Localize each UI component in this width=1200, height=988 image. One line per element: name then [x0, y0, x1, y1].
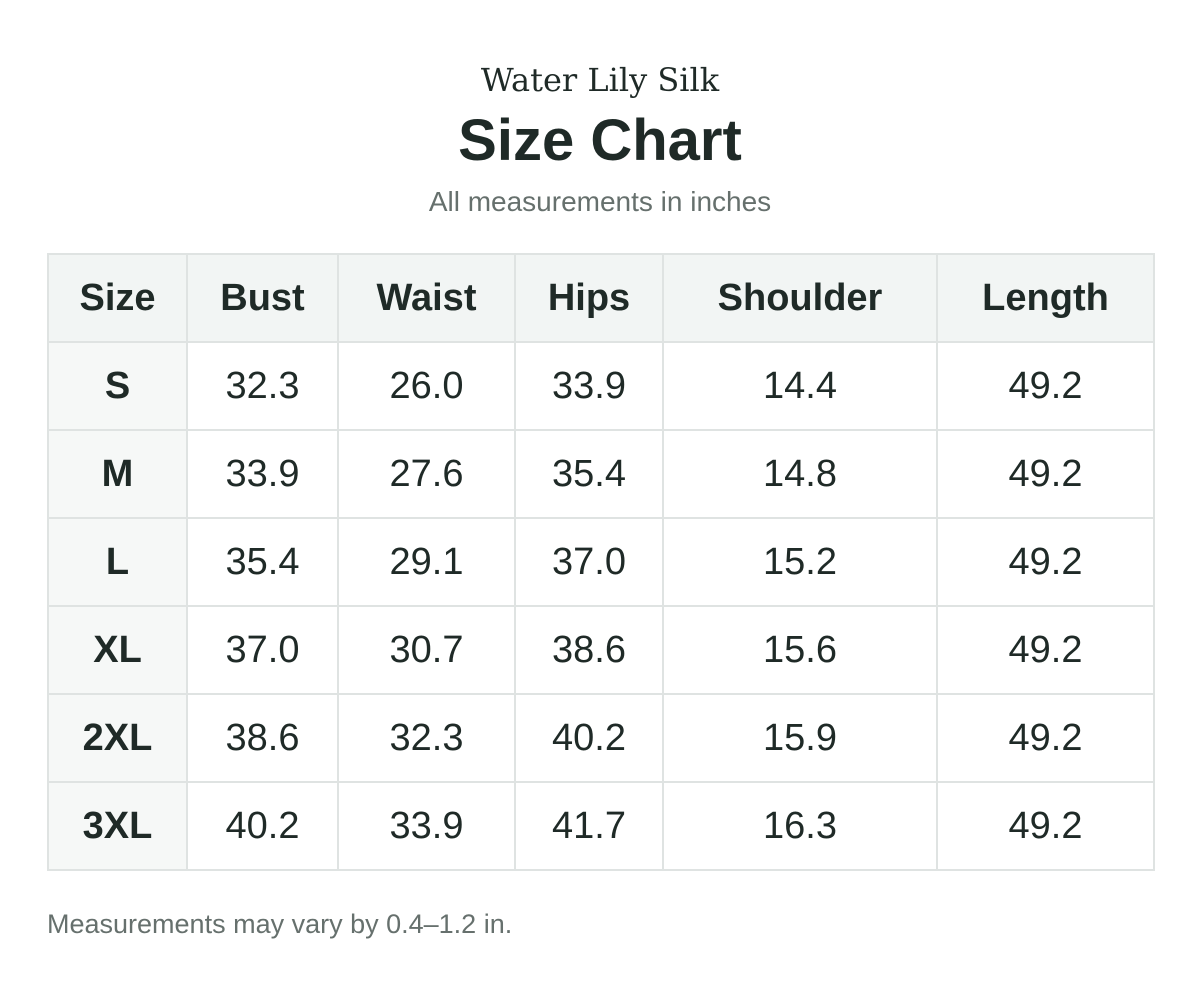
- bust-value: 32.3: [186, 341, 339, 431]
- bust-value: 37.0: [186, 605, 339, 695]
- length-value: 49.2: [936, 341, 1155, 431]
- column-header-waist: Waist: [337, 253, 516, 343]
- waist-value: 30.7: [337, 605, 516, 695]
- shoulder-value: 14.4: [662, 341, 938, 431]
- size-chart-table: Size Bust Waist Hips Shoulder Length S 3…: [47, 253, 1155, 871]
- column-header-hips: Hips: [514, 253, 664, 343]
- waist-value: 27.6: [337, 429, 516, 519]
- length-value: 49.2: [936, 429, 1155, 519]
- hips-value: 35.4: [514, 429, 664, 519]
- table-row: XL 37.0 30.7 38.6 15.6 49.2: [47, 605, 1155, 695]
- hips-value: 41.7: [514, 781, 664, 871]
- waist-value: 32.3: [337, 693, 516, 783]
- column-header-shoulder: Shoulder: [662, 253, 938, 343]
- bust-value: 38.6: [186, 693, 339, 783]
- bust-value: 40.2: [186, 781, 339, 871]
- shoulder-value: 15.6: [662, 605, 938, 695]
- page-title: Size Chart: [458, 108, 742, 173]
- waist-value: 29.1: [337, 517, 516, 607]
- shoulder-value: 16.3: [662, 781, 938, 871]
- size-label: L: [47, 517, 188, 607]
- table-row: M 33.9 27.6 35.4 14.8 49.2: [47, 429, 1155, 519]
- size-label: M: [47, 429, 188, 519]
- measurement-note: Measurements may vary by 0.4–1.2 in.: [47, 909, 513, 939]
- page-subtitle: All measurements in inches: [428, 186, 772, 217]
- column-header-length: Length: [936, 253, 1155, 343]
- bust-value: 33.9: [186, 429, 339, 519]
- hips-value: 33.9: [514, 341, 664, 431]
- waist-value: 33.9: [337, 781, 516, 871]
- shoulder-value: 15.2: [662, 517, 938, 607]
- table-header-row: Size Bust Waist Hips Shoulder Length: [47, 253, 1155, 343]
- length-value: 49.2: [936, 781, 1155, 871]
- table-row: L 35.4 29.1 37.0 15.2 49.2: [47, 517, 1155, 607]
- shoulder-value: 14.8: [662, 429, 938, 519]
- column-header-bust: Bust: [186, 253, 339, 343]
- table-row: 3XL 40.2 33.9 41.7 16.3 49.2: [47, 781, 1155, 871]
- size-label: 2XL: [47, 693, 188, 783]
- shoulder-value: 15.9: [662, 693, 938, 783]
- bust-value: 35.4: [186, 517, 339, 607]
- column-header-size: Size: [47, 253, 188, 343]
- hips-value: 38.6: [514, 605, 664, 695]
- length-value: 49.2: [936, 693, 1155, 783]
- size-label: XL: [47, 605, 188, 695]
- hips-value: 40.2: [514, 693, 664, 783]
- waist-value: 26.0: [337, 341, 516, 431]
- brand-name: Water Lily Silk: [480, 61, 720, 99]
- length-value: 49.2: [936, 605, 1155, 695]
- table-row: S 32.3 26.0 33.9 14.4 49.2: [47, 341, 1155, 431]
- length-value: 49.2: [936, 517, 1155, 607]
- size-label: 3XL: [47, 781, 188, 871]
- hips-value: 37.0: [514, 517, 664, 607]
- table-row: 2XL 38.6 32.3 40.2 15.9 49.2: [47, 693, 1155, 783]
- size-label: S: [47, 341, 188, 431]
